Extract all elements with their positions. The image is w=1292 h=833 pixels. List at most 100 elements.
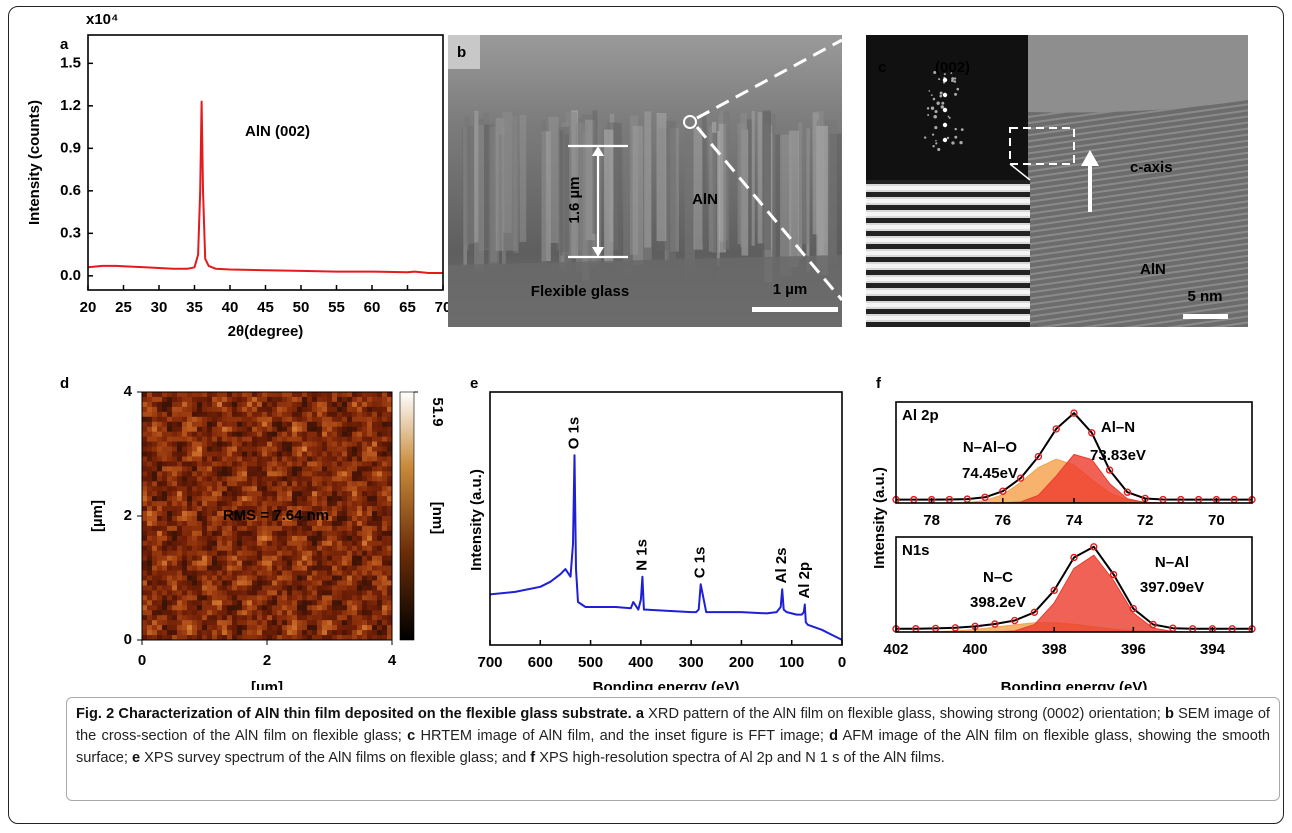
- afm-pixel: [267, 580, 272, 585]
- afm-pixel: [147, 551, 152, 556]
- afm-pixel: [352, 541, 357, 546]
- afm-pixel: [237, 620, 242, 625]
- afm-pixel: [207, 590, 212, 595]
- afm-pixel: [302, 471, 307, 476]
- afm-pixel: [337, 610, 342, 615]
- afm-pixel: [192, 422, 197, 427]
- afm-pixel: [312, 580, 317, 585]
- afm-pixel: [372, 521, 377, 526]
- afm-pixel: [287, 476, 292, 481]
- afm-pixel: [362, 516, 367, 521]
- afm-pixel: [337, 452, 342, 457]
- afm-pixel: [292, 466, 297, 471]
- afm-pixel: [207, 595, 212, 600]
- afm-pixel: [382, 422, 387, 427]
- x-tick-label: 78: [923, 512, 940, 529]
- afm-pixel: [177, 576, 182, 581]
- afm-pixel: [212, 576, 217, 581]
- afm-pixel: [187, 392, 192, 397]
- afm-pixel: [182, 630, 187, 635]
- afm-pixel: [372, 580, 377, 585]
- afm-pixel: [167, 595, 172, 600]
- afm-pixel: [317, 546, 322, 551]
- afm-pixel: [212, 536, 217, 541]
- peak-label: Al 2s: [773, 547, 790, 583]
- afm-pixel: [287, 615, 292, 620]
- afm-pixel: [287, 590, 292, 595]
- afm-pixel: [142, 447, 147, 452]
- afm-pixel: [172, 427, 177, 432]
- afm-pixel: [177, 551, 182, 556]
- afm-pixel: [142, 546, 147, 551]
- afm-pixel: [197, 556, 202, 561]
- afm-pixel: [332, 521, 337, 526]
- afm-pixel: [287, 412, 292, 417]
- afm-pixel: [272, 576, 277, 581]
- afm-pixel: [207, 511, 212, 516]
- afm-pixel: [192, 610, 197, 615]
- sem-column: [632, 126, 642, 265]
- afm-pixel: [217, 407, 222, 412]
- afm-pixel: [207, 476, 212, 481]
- afm-pixel: [222, 541, 227, 546]
- afm-pixel: [177, 501, 182, 506]
- afm-pixel: [172, 501, 177, 506]
- afm-pixel: [142, 605, 147, 610]
- afm-pixel: [182, 541, 187, 546]
- afm-pixel: [187, 486, 192, 491]
- afm-pixel: [282, 466, 287, 471]
- afm-pixel: [352, 427, 357, 432]
- afm-pixel: [207, 521, 212, 526]
- afm-pixel: [157, 625, 162, 630]
- afm-pixel: [192, 625, 197, 630]
- afm-pixel: [242, 432, 247, 437]
- afm-pixel: [362, 585, 367, 590]
- afm-pixel: [142, 432, 147, 437]
- afm-pixel: [222, 397, 227, 402]
- fft-spot: [933, 98, 936, 101]
- afm-pixel: [187, 620, 192, 625]
- afm-pixel: [292, 471, 297, 476]
- afm-pixel: [357, 422, 362, 427]
- afm-pixel: [272, 442, 277, 447]
- afm-pixel: [202, 442, 207, 447]
- afm-pixel: [162, 556, 167, 561]
- afm-pixel: [217, 461, 222, 466]
- component-label: N–Al: [1155, 554, 1189, 571]
- afm-pixel: [262, 615, 267, 620]
- afm-pixel: [307, 392, 312, 397]
- afm-pixel: [192, 392, 197, 397]
- afm-pixel: [182, 590, 187, 595]
- afm-pixel: [287, 556, 292, 561]
- afm-pixel: [217, 615, 222, 620]
- afm-pixel: [377, 496, 382, 501]
- afm-pixel: [167, 630, 172, 635]
- substrate-label: Flexible glass: [531, 283, 629, 300]
- component-area: [896, 455, 1252, 504]
- afm-pixel: [377, 605, 382, 610]
- afm-pixel: [217, 466, 222, 471]
- afm-pixel: [222, 496, 227, 501]
- afm-pixel: [197, 412, 202, 417]
- afm-pixel: [142, 600, 147, 605]
- afm-pixel: [197, 580, 202, 585]
- afm-pixel: [222, 531, 227, 536]
- fft-spot: [924, 136, 926, 138]
- afm-pixel: [152, 471, 157, 476]
- afm-pixel: [237, 496, 242, 501]
- afm-pixel: [167, 442, 172, 447]
- afm-pixel: [197, 511, 202, 516]
- afm-pixel: [307, 625, 312, 630]
- afm-pixel: [207, 486, 212, 491]
- afm-pixel: [227, 466, 232, 471]
- afm-pixel: [162, 546, 167, 551]
- afm-pixel: [327, 580, 332, 585]
- afm-pixel: [287, 595, 292, 600]
- subpanel-label: Al 2p: [902, 407, 939, 424]
- afm-pixel: [197, 610, 202, 615]
- afm-pixel: [172, 412, 177, 417]
- afm-pixel: [237, 551, 242, 556]
- afm-pixel: [232, 590, 237, 595]
- afm-pixel: [297, 526, 302, 531]
- afm-pixel: [347, 397, 352, 402]
